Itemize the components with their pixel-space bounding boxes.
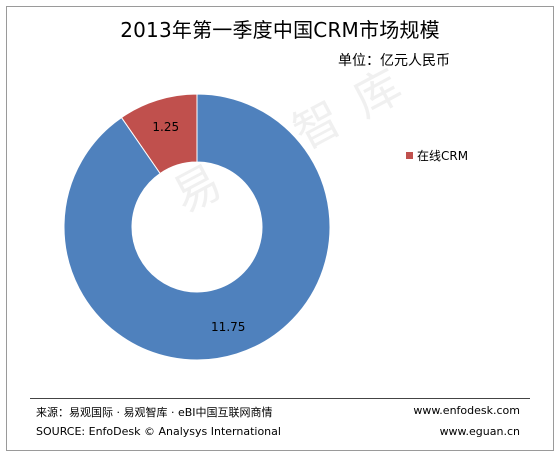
data-labels: 1.25 11.75: [152, 120, 245, 334]
chart-title: 2013年第一季度中国CRM市场规模: [120, 18, 440, 42]
footer-site-enfodesk: www.enfodesk.com: [413, 404, 520, 417]
legend-label-online-crm: 在线CRM: [417, 149, 469, 163]
footer-divider: [30, 398, 530, 399]
legend-swatch-online-crm: [406, 152, 413, 159]
footer-source-en: SOURCE: EnfoDesk © Analysys Internationa…: [36, 425, 281, 438]
donut-slices: [63, 93, 331, 361]
footer-source-cn: 来源：易观国际 · 易观智库 · eBI中国互联网商情: [36, 406, 273, 419]
footer-site-eguan: www.eguan.cn: [439, 425, 520, 438]
data-label-0: 1.25: [152, 120, 179, 134]
legend: 在线CRM: [406, 147, 468, 164]
slice-other: [63, 93, 331, 361]
chart-unit-subtitle: 单位：亿元人民币: [338, 53, 450, 69]
data-label-1: 11.75: [211, 320, 245, 334]
